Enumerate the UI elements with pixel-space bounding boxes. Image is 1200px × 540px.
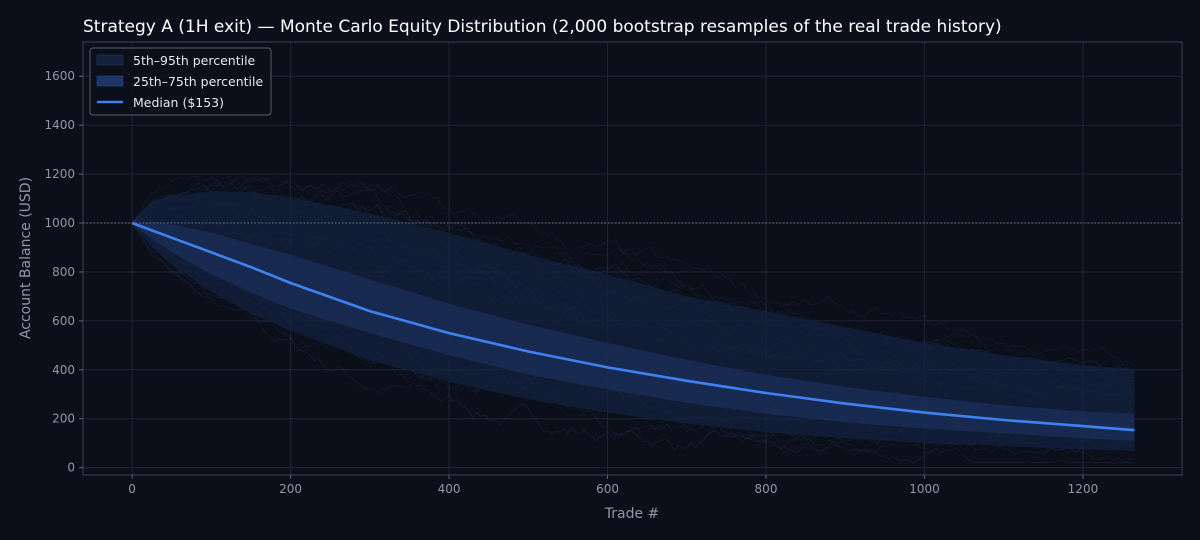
x-axis-label: Trade # [604,506,660,522]
x-tick-label: 200 [279,482,302,496]
legend: 5th–95th percentile 25th–75th percentile… [89,47,272,116]
legend-label-inner-band: 25th–75th percentile [133,74,264,89]
y-tick-label: 600 [52,314,75,328]
x-tick-label: 0 [128,482,136,496]
simulation-path [131,222,1135,463]
y-tick-label: 1600 [44,69,75,83]
legend-label-median: Median ($153) [133,95,224,110]
x-tick-label: 800 [755,482,778,496]
legend-swatch-inner-band [96,75,124,87]
plot-frame [82,41,1183,476]
legend-box [89,47,272,116]
legend-swatch-outer-band [96,54,124,66]
chart-title: Strategy A (1H exit) — Monte Carlo Equit… [83,17,1002,37]
median-line [131,221,1135,432]
x-tick-label: 1000 [909,482,940,496]
simulation-path [131,174,1135,374]
y-tick-label: 800 [52,265,75,279]
y-tick-label: 400 [52,363,75,377]
x-tick-label: 1200 [1068,482,1099,496]
x-tick-label: 400 [438,482,461,496]
ticks-layer: 0 200 400 600 800 1000 1200 0 200 400 600 800 1000 12… [44,69,1098,496]
y-tick-label: 1400 [44,118,75,132]
legend-label-outer-band: 5th–95th percentile [133,53,256,68]
y-axis-label: Account Balance (USD) [18,177,34,339]
simulation-path [131,222,1135,464]
y-tick-label: 1000 [44,216,75,230]
y-tick-label: 1200 [44,167,75,181]
y-tick-label: 200 [52,412,75,426]
median-line-layer [131,221,1135,432]
x-tick-label: 600 [596,482,619,496]
y-tick-label: 0 [67,461,75,475]
band-25-75 [132,221,1135,441]
band-5-95 [132,191,1135,451]
simulation-path [131,175,1135,367]
percentile-bands-layer [132,191,1135,451]
